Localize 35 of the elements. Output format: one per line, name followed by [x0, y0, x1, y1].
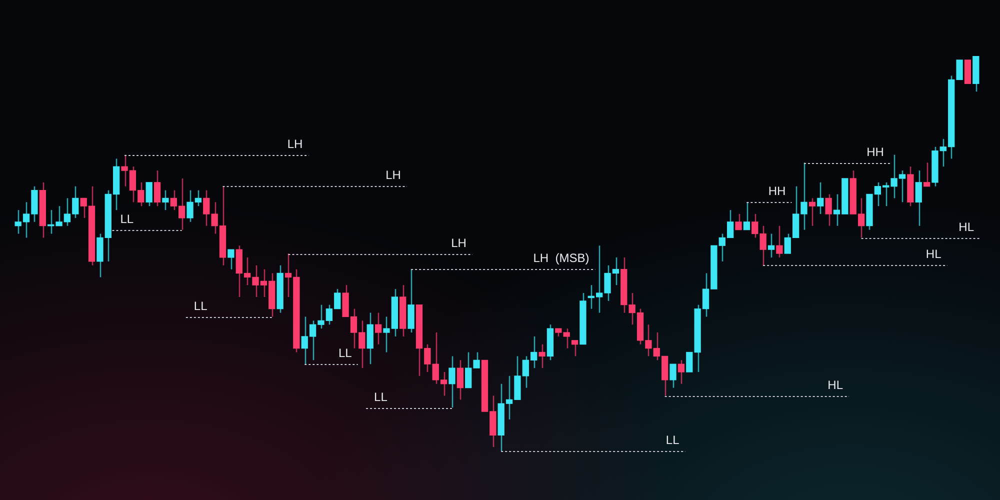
ref-line-label: LL — [374, 390, 388, 404]
ref-line-label: HL — [926, 246, 942, 261]
candlestick — [670, 363, 676, 388]
candlestick — [228, 248, 234, 270]
candlestick — [776, 225, 783, 258]
ref-line-label: LL — [194, 298, 208, 313]
ref-line-label: LL — [338, 346, 352, 360]
candlestick — [825, 194, 832, 226]
ref-line-label: LL — [120, 212, 134, 226]
candlestick — [817, 182, 824, 215]
ref-line-label: LH (MSB) — [533, 250, 590, 265]
ref-line-label: HH — [768, 184, 786, 198]
ref-line-label: HL — [828, 378, 844, 392]
ref-line-label: LL — [666, 432, 680, 447]
ref-line-label: LH — [287, 136, 303, 151]
candlestick — [735, 213, 742, 230]
candlestick — [162, 190, 169, 211]
candlestick — [448, 356, 456, 408]
candlestick — [538, 344, 546, 369]
candlestick — [768, 233, 775, 258]
candlestick — [571, 340, 578, 357]
candlestick — [154, 170, 161, 207]
ref-line-label: HH — [866, 144, 884, 159]
ref-line-label: HL — [958, 220, 974, 234]
candlestick — [374, 312, 382, 345]
candlestick — [678, 360, 685, 384]
ref-line-label: LH — [451, 236, 466, 250]
candlestick — [923, 162, 930, 187]
candlestick — [808, 198, 816, 226]
ref-line-label: LH — [386, 168, 401, 182]
candlestick — [743, 202, 750, 230]
candlestick — [146, 182, 152, 207]
candlestick — [915, 170, 922, 226]
candlestick — [456, 360, 464, 400]
candlestick — [563, 328, 570, 349]
